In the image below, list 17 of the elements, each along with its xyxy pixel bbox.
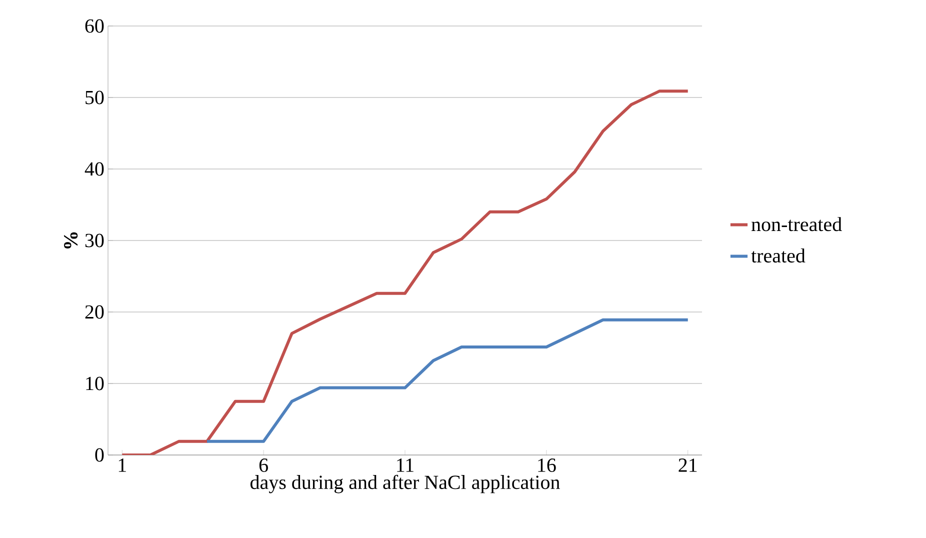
y-tick-label: 20 xyxy=(85,305,104,319)
x-tick-label: 6 xyxy=(259,458,268,472)
legend-label: treated xyxy=(751,248,806,263)
legend-label: non-treated xyxy=(751,217,842,232)
y-tick-label: 50 xyxy=(86,90,104,104)
y-tick-label: 10 xyxy=(86,376,104,390)
line-series xyxy=(120,90,690,455)
x-axis-title: days during and after NaCl application xyxy=(250,474,560,494)
x-tick-label: 1 xyxy=(118,458,126,472)
x-tick-label: 11 xyxy=(397,458,414,472)
y-tick-label: 30 xyxy=(85,234,104,248)
y-tick-label: 0 xyxy=(95,448,104,462)
x-tick-label: 21 xyxy=(678,458,697,472)
x-tick-label: 16 xyxy=(538,458,556,472)
y-tick-label: 60 xyxy=(85,19,104,33)
y-tick-label: 40 xyxy=(84,162,104,176)
y-axis-title: % xyxy=(64,232,78,248)
